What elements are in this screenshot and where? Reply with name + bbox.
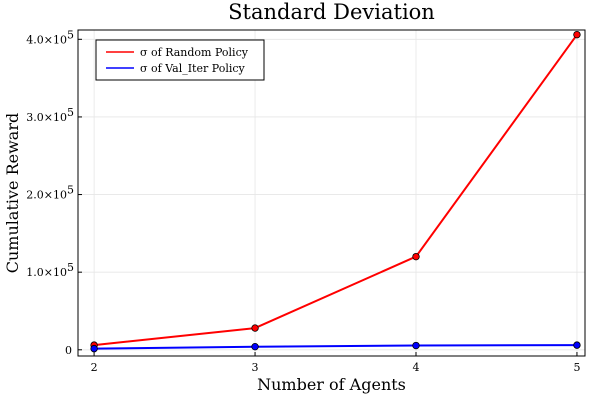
data-point xyxy=(251,342,259,351)
y-tick-label: 0 xyxy=(65,344,72,357)
data-point xyxy=(251,324,259,332)
data-point xyxy=(573,30,581,39)
y-tick-exponent: 5 xyxy=(67,106,74,119)
grid xyxy=(78,30,585,356)
data-point xyxy=(573,341,581,349)
legend: σ of Random Policy σ of Val_Iter Policy xyxy=(95,39,265,81)
y-tick-label: 2.0×10 xyxy=(26,189,67,202)
plot-frame xyxy=(77,29,586,357)
y-tick-exponent: 5 xyxy=(67,261,74,274)
series-line-1 xyxy=(94,344,578,350)
series-line-0 xyxy=(93,34,578,347)
ticks: 2 3 4 501.0×10 52.0×10 53.0×10 54.0×10 5 xyxy=(26,28,580,374)
y-tick-label: 1.0×10 xyxy=(26,266,67,279)
x-tick-label: 3 xyxy=(252,361,259,374)
data-point xyxy=(412,252,420,261)
x-axis-label: Number of Agents xyxy=(257,375,406,394)
y-tick-exponent: 5 xyxy=(67,184,74,197)
legend-label: σ of Val_Iter Policy xyxy=(140,62,246,75)
y-tick-label: 4.0×10 xyxy=(26,33,67,46)
x-tick-label: 5 xyxy=(573,361,580,374)
x-tick-label: 4 xyxy=(413,361,420,374)
y-tick-exponent: 5 xyxy=(67,28,74,41)
data-point xyxy=(90,344,98,353)
x-tick-label: 2 xyxy=(91,361,98,374)
y-axis-label: Cumulative Reward xyxy=(3,113,22,273)
chart-title: Standard Deviation xyxy=(228,0,435,24)
y-tick-label: 3.0×10 xyxy=(26,111,67,124)
legend-label: σ of Random Policy xyxy=(140,46,249,59)
legend-box xyxy=(95,39,265,81)
series-group xyxy=(90,30,581,353)
data-point xyxy=(412,341,420,350)
